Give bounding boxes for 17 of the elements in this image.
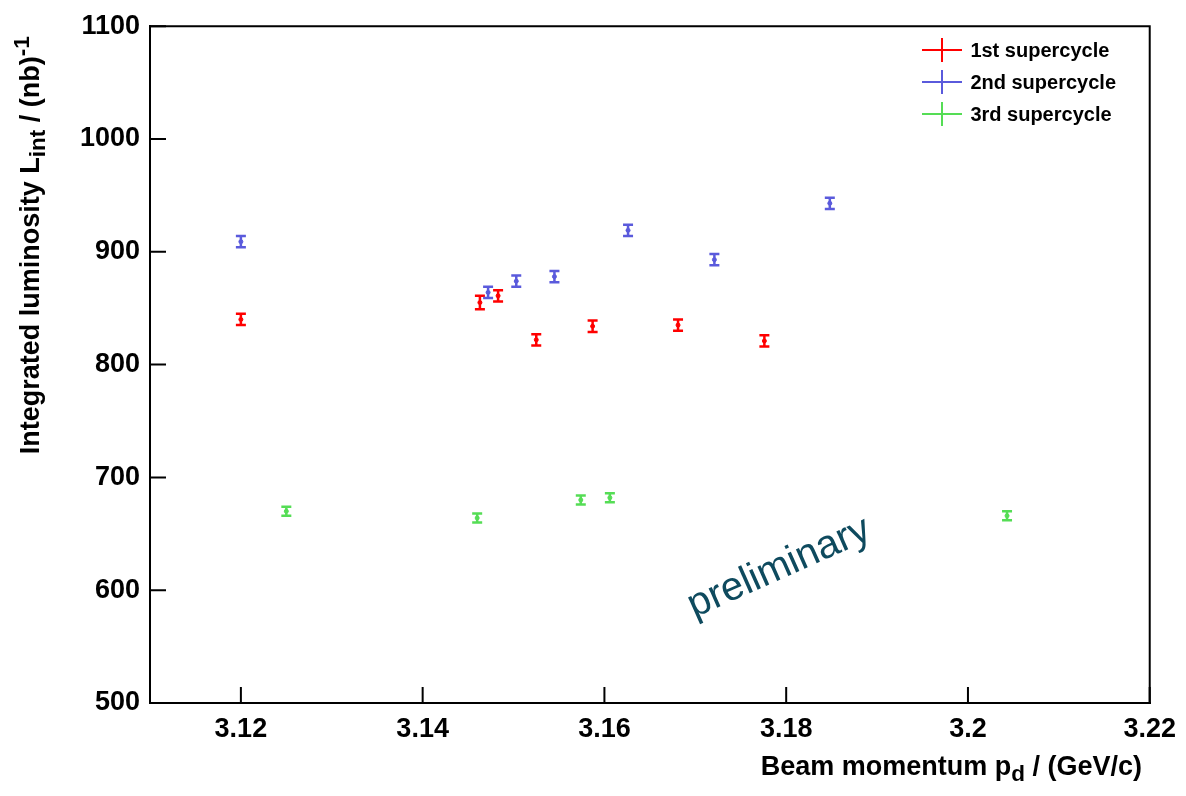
y-tick-label: 500 [94,686,140,717]
y-tick-label: 600 [94,573,140,604]
x-tick-label: 3.18 [759,712,813,743]
y-tick-label: 900 [94,235,140,266]
y-tick-label: 800 [94,348,140,379]
x-axis-title: Beam momentum p$_{d}$ / (GeV/c) [760,751,1143,788]
x-tick-label: 3.14 [396,712,449,743]
x-tick-label: 3.22 [1123,712,1177,743]
y-tick-label: 1000 [79,122,140,153]
legend-label: 2nd supercycle [970,70,1116,94]
x-tick-label: 3.12 [214,712,268,743]
x-tick-label: 3.16 [578,712,631,743]
y-tick-label: 1100 [81,9,140,40]
y-tick-label: 700 [94,460,140,491]
legend-label: 1st supercycle [970,38,1110,62]
x-tick-label: 3.2 [949,712,987,743]
legend-label: 3rd supercycle [970,102,1112,126]
